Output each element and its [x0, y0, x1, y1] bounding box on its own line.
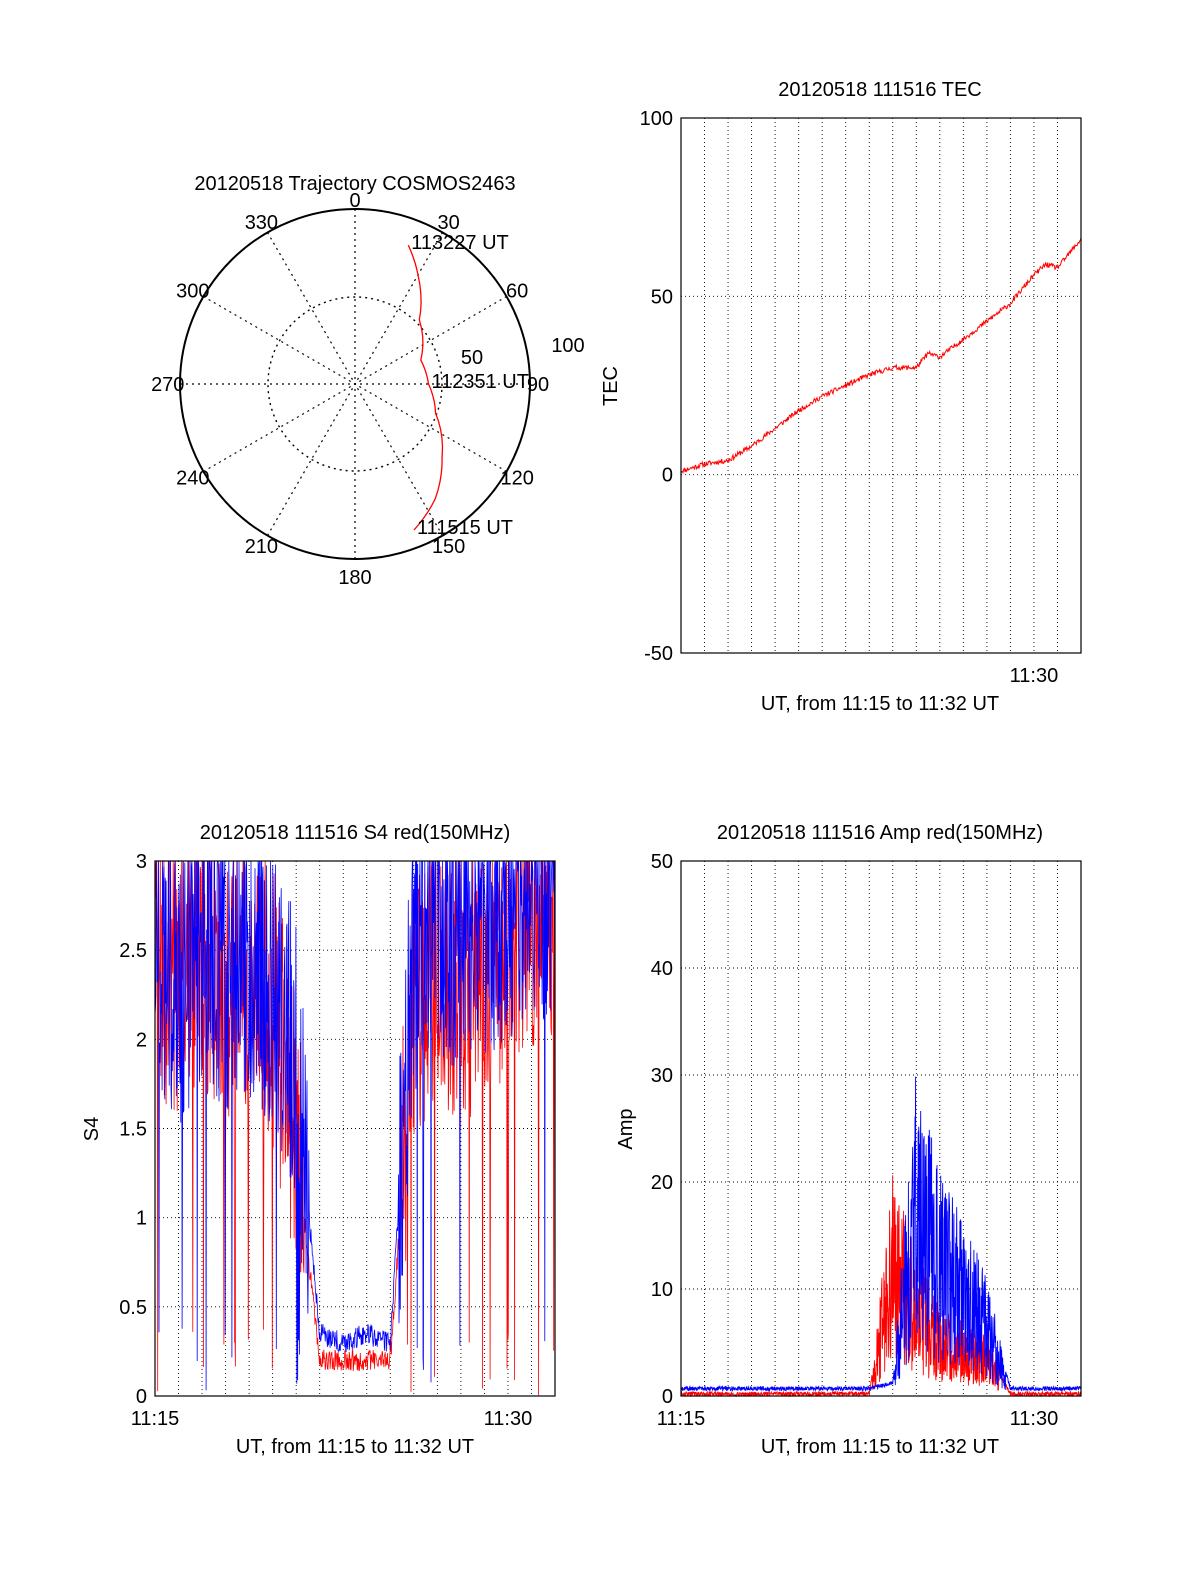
polar-angle-label: 90: [527, 374, 549, 396]
tec-title: 20120518 111516 TEC: [778, 79, 982, 101]
s4-ylabel: S4: [81, 1117, 103, 1141]
y-tick-label: 0: [662, 1386, 673, 1408]
amp-series-line: [680, 1076, 1082, 1393]
x-tick-label: 11:15: [657, 1408, 706, 1430]
amp-series-line: [680, 1175, 1082, 1398]
polar-angle-label: 60: [506, 280, 528, 302]
polar-angle-label: 240: [176, 468, 209, 490]
tec-x-ticks: 11:30: [1010, 665, 1059, 687]
polar-angle-label: 120: [500, 468, 533, 490]
polar-angle-label: 150: [432, 536, 465, 558]
amp-ylabel: Amp: [615, 1108, 637, 1149]
y-tick-label: 1: [136, 1208, 147, 1230]
y-tick-label: 1.5: [119, 1119, 147, 1141]
y-tick-label: 100: [640, 108, 673, 130]
y-tick-label: 0.5: [119, 1297, 147, 1319]
trajectory-annotation: 111515 UT: [417, 517, 513, 539]
polar-inner-circle: [267, 296, 443, 472]
polar-angle-label: 0: [349, 190, 360, 212]
amp-x-ticks: 11:15 11:30: [657, 1408, 1059, 1430]
s4-frame: [154, 860, 556, 1397]
amp-frame: [680, 860, 1082, 1397]
amp-chart: 20120518 111516 Amp red(150MHz) 0 10 20 30 4…: [615, 822, 1082, 1458]
polar-angle-label: 300: [176, 280, 209, 302]
y-tick-label: 2.5: [119, 940, 147, 962]
s4-title: 20120518 111516 S4 red(150MHz): [200, 822, 511, 844]
s4-chart: 20120518 111516 S4 red(150MHz) 0 0.5 1 1.5 2…: [81, 822, 556, 1458]
x-tick-label: 11:15: [131, 1408, 180, 1430]
polar-angle-label: 210: [245, 536, 278, 558]
s4-y-ticks: 0 0.5 1 1.5 2 2.5 3: [119, 851, 147, 1408]
x-tick-label: 11:30: [1010, 1408, 1059, 1430]
y-tick-label: 50: [651, 851, 673, 873]
y-tick-label: 50: [651, 286, 673, 308]
amp-xlabel: UT, from 11:15 to 11:32 UT: [761, 1436, 999, 1458]
y-tick-label: 0: [662, 465, 673, 487]
y-tick-label: 40: [651, 958, 673, 980]
tec-frame: [680, 117, 1082, 654]
polar-spokes: [180, 209, 530, 559]
y-tick-label: 3: [136, 851, 147, 873]
polar-angle-labels: 0 30 60 90 120 150 180 210 240 270 300 330: [151, 190, 549, 589]
polar-angle-label: 30: [438, 212, 460, 234]
tec-xlabel: UT, from 11:15 to 11:32 UT: [761, 693, 999, 715]
tec-ylabel: TEC: [600, 366, 622, 406]
tec-series: [680, 237, 1082, 474]
amp-title: 20120518 111516 Amp red(150MHz): [717, 822, 1043, 844]
y-tick-label: 10: [651, 1279, 673, 1301]
polar-angle-label: 330: [245, 212, 278, 234]
polar-radial-label-100: 100: [551, 335, 584, 357]
trajectory-annotation: 112351 UT: [432, 371, 529, 393]
trajectory-path: [407, 244, 444, 531]
tec-grid: [680, 117, 1082, 654]
amp-series: [680, 1076, 1082, 1398]
tec-y-ticks: -50 0 50 100: [640, 108, 673, 665]
y-tick-label: 2: [136, 1029, 147, 1051]
y-tick-label: -50: [644, 643, 673, 665]
polar-angle-label: 270: [151, 374, 184, 396]
polar-radial-label-50: 50: [461, 347, 483, 369]
polar-spoke: [266, 232, 444, 536]
y-tick-label: 30: [651, 1065, 673, 1087]
x-tick-label: 11:30: [484, 1408, 533, 1430]
polar-angle-label: 180: [338, 567, 371, 589]
trajectory-annotation: 113227 UT: [411, 232, 508, 254]
x-tick-label: 11:30: [1010, 665, 1059, 687]
amp-y-ticks: 0 10 20 30 40 50: [651, 851, 673, 1408]
s4-x-ticks: 11:15 11:30: [131, 1408, 533, 1430]
s4-xlabel: UT, from 11:15 to 11:32 UT: [236, 1436, 474, 1458]
trajectory-polar-chart: 20120518 Trajectory COSMOS2463 0 30 60 90 12…: [151, 173, 585, 589]
trajectory-annotations: 113227 UT 112351 UT 111515 UT: [411, 232, 529, 539]
y-tick-label: 20: [651, 1172, 673, 1194]
y-tick-label: 0: [136, 1386, 147, 1408]
tec-series-line: [680, 237, 1082, 474]
trajectory-title: 20120518 Trajectory COSMOS2463: [194, 173, 515, 195]
